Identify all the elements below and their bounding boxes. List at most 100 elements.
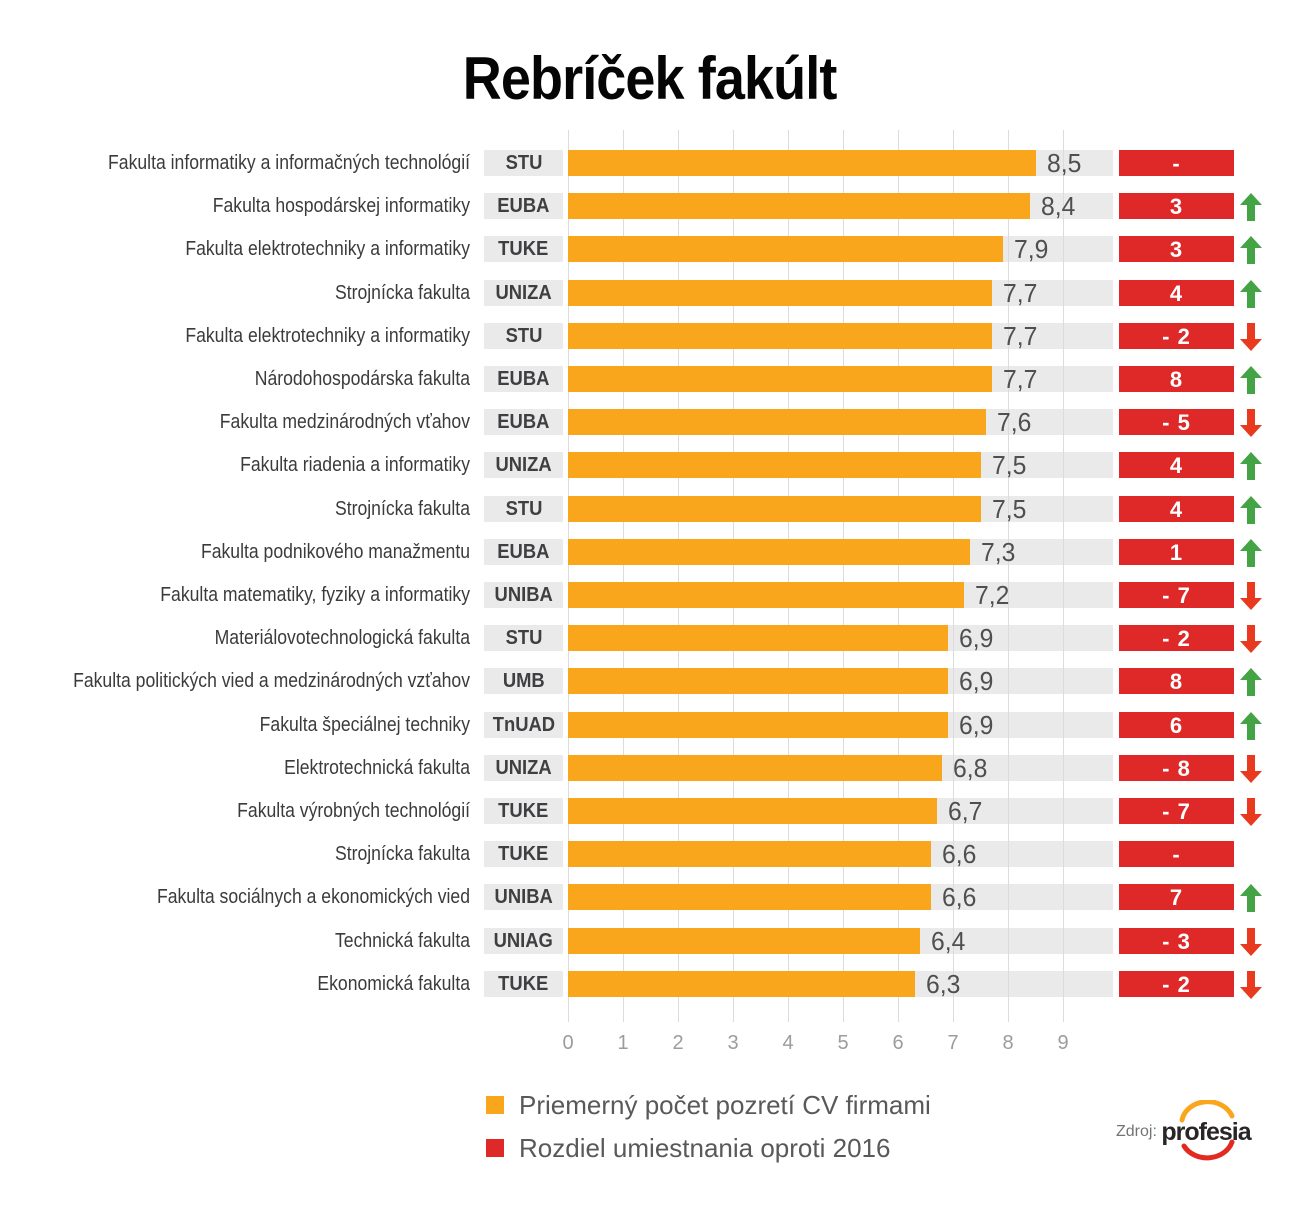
university-abbr: EUBA (497, 411, 550, 434)
profesia-logo: profesia (1154, 1099, 1258, 1169)
university-abbr: EUBA (497, 540, 550, 563)
value-bar (568, 582, 964, 608)
university-badge: EUBA (484, 366, 563, 392)
x-axis-tick-label: 5 (837, 1032, 849, 1054)
university-badge: TUKE (484, 841, 563, 868)
change-badge: - 2 (1119, 625, 1234, 652)
university-badge: STU (484, 495, 563, 522)
value-label: 7,6 (997, 407, 1032, 438)
change-badge: 6 (1119, 711, 1234, 738)
faculty-label: Fakulta politických vied a medzinárodnýc… (73, 670, 470, 693)
university-badge: TUKE (484, 798, 563, 824)
value-bar (568, 495, 981, 522)
value-bar (568, 538, 970, 565)
gridline (842, 130, 844, 1022)
x-axis-tick-label: 9 (1057, 1032, 1069, 1054)
x-axis-tick-label: 0 (562, 1032, 574, 1054)
trend-down-icon (1240, 798, 1262, 826)
university-badge: UNIZA (484, 754, 563, 781)
value-bar (568, 841, 931, 868)
trend-up-icon (1240, 495, 1262, 524)
university-badge: TnUAD (484, 711, 563, 738)
university-badge: TUKE (484, 970, 563, 997)
value-bar (568, 711, 948, 738)
chart-row: Ekonomická fakulta TUKE 6,3 - 2 (0, 970, 1300, 999)
source-label: Zdroj: (1116, 1123, 1157, 1140)
trend-down-icon (1240, 754, 1262, 783)
change-badge: - (1119, 150, 1234, 176)
university-badge: UNIBA (484, 582, 563, 608)
x-axis-tick-label: 1 (617, 1032, 629, 1054)
value-label: 7,3 (980, 536, 1015, 567)
university-badge: UNIZA (484, 279, 563, 306)
faculty-label: Technická fakulta (334, 929, 470, 952)
value-bar (568, 322, 992, 349)
chart-row: Fakulta elektrotechniky a informatiky TUK… (0, 236, 1300, 265)
value-label: 7,2 (975, 580, 1010, 610)
chart-row: Fakulta riadenia a informatiky UNIZA 7,5 4 (0, 452, 1300, 481)
change-badge: 3 (1119, 193, 1234, 220)
gridline (787, 130, 789, 1022)
chart-row: Fakulta matematiky, fyziky a informatiky… (0, 580, 1300, 610)
trend-down-icon (1240, 322, 1262, 351)
chart-row: Fakulta elektrotechniky a informatiky STU… (0, 322, 1300, 351)
value-bar (568, 625, 948, 652)
trend-up-icon (1240, 193, 1262, 222)
university-abbr: EUBA (497, 368, 550, 390)
value-bar (568, 409, 986, 436)
faculty-label: Fakulta elektrotechniky a informatiky (185, 324, 471, 347)
university-abbr: STU (505, 497, 542, 520)
x-axis-tick-label: 4 (782, 1032, 794, 1054)
faculty-label: Elektrotechnická fakulta (284, 756, 470, 779)
change-badge: - 7 (1119, 798, 1234, 824)
chart-row: Fakulta medzinárodných vťahov EUBA 7,6 - 5 (0, 407, 1300, 438)
university-abbr: UNIBA (494, 886, 553, 909)
x-axis-tick-label: 2 (672, 1032, 684, 1054)
legend: Priemerný počet pozretí CV firmami Rozdi… (486, 1089, 931, 1178)
university-abbr: STU (505, 324, 542, 347)
university-abbr: TUKE (498, 238, 549, 261)
red-swatch-icon (486, 1139, 504, 1157)
chart-row: Elektrotechnická fakulta UNIZA 6,8 - 8 (0, 752, 1300, 783)
faculty-label: Fakulta riadenia a informatiky (240, 454, 470, 477)
faculty-label: Strojnícka fakulta (334, 281, 470, 304)
chart-row: Strojnícka fakulta TUKE 6,6 - (0, 839, 1300, 870)
legend-label: Priemerný počet pozretí CV firmami (519, 1089, 931, 1120)
chart-row: Fakulta špeciálnej techniky TnUAD 6,9 6 (0, 711, 1300, 740)
university-badge: EUBA (484, 538, 563, 565)
value-bar (568, 970, 915, 997)
faculty-label: Fakulta výrobných technológií (237, 800, 470, 822)
faculty-label: Fakulta sociálnych a ekonomických vied (156, 886, 470, 909)
university-abbr: EUBA (497, 195, 550, 218)
x-axis-tick-label: 8 (1002, 1032, 1014, 1054)
chart-row: Strojnícka fakulta UNIZA 7,7 4 (0, 279, 1300, 308)
change-badge: - 8 (1119, 754, 1234, 781)
chart-row: Národohospodárska fakulta EUBA 7,7 8 (0, 366, 1300, 394)
value-label: 6,9 (958, 623, 993, 654)
university-abbr: UNIAG (493, 929, 554, 952)
value-label: 6,8 (953, 752, 988, 783)
value-bar (568, 884, 931, 911)
gridline (732, 130, 734, 1022)
faculty-label: Fakulta špeciálnej techniky (259, 713, 470, 736)
gridline (897, 130, 899, 1022)
trend-up-icon (1240, 236, 1262, 265)
page-title: Rebríček fakúlt (463, 45, 838, 112)
value-bar (568, 754, 942, 781)
university-abbr: TUKE (498, 843, 549, 866)
university-abbr: STU (505, 152, 542, 174)
change-badge: 3 (1119, 236, 1234, 263)
change-badge: - 5 (1119, 409, 1234, 436)
value-bar (568, 798, 937, 824)
value-label: 6,9 (958, 666, 993, 697)
university-abbr: UNIZA (495, 756, 552, 779)
faculty-label: Strojnícka fakulta (334, 497, 470, 520)
gridline (677, 130, 679, 1022)
value-label: 6,6 (942, 839, 977, 870)
trend-down-icon (1240, 625, 1262, 654)
faculty-label: Fakulta medzinárodných vťahov (219, 411, 470, 434)
orange-swatch-icon (486, 1096, 504, 1114)
value-bar (568, 193, 1030, 220)
value-label: 7,5 (991, 493, 1026, 524)
